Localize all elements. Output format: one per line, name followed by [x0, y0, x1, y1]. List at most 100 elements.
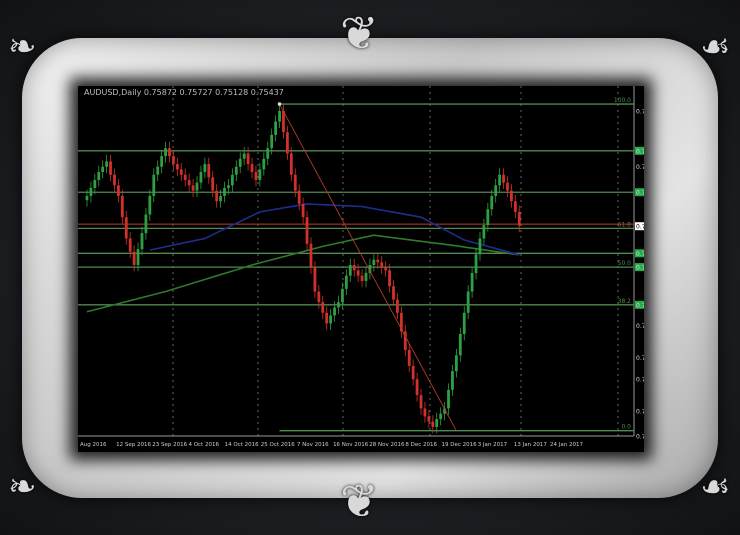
ornament-bottom-left-icon: ❧: [8, 467, 37, 507]
x-tick-label: 12 Sep 2016: [116, 442, 151, 448]
candle-body: [407, 349, 411, 366]
price-tag: [635, 222, 644, 231]
candle: [223, 181, 226, 203]
price-tag: [635, 300, 644, 309]
candle-body: [101, 166, 105, 173]
candle-body: [415, 379, 419, 396]
candle: [270, 128, 274, 155]
candle-body: [443, 408, 446, 414]
candle: [502, 168, 505, 190]
x-tick-label: 16 Nov 2016: [333, 442, 369, 448]
candle: [93, 173, 97, 195]
candle-body: [411, 365, 415, 380]
candle-body: [364, 272, 368, 281]
candle: [230, 168, 234, 192]
candle-body: [136, 249, 140, 265]
candle: [384, 261, 388, 277]
candle: [117, 178, 120, 203]
candle: [333, 301, 336, 322]
y-tick-label: 0.7356: [636, 323, 644, 330]
candle: [368, 258, 372, 280]
y-tick-label: 0.7655: [636, 164, 644, 171]
fib-level-label: 38.2: [618, 298, 632, 305]
candle: [458, 327, 462, 362]
candle-body: [352, 264, 356, 271]
candle-body: [396, 299, 399, 313]
candle: [510, 184, 513, 208]
candle-body: [258, 169, 262, 181]
price-tag: [635, 188, 644, 197]
candle: [254, 165, 258, 187]
x-tick-label: 19 Dec 2016: [442, 442, 478, 448]
y-tick-label: 0.7395: [636, 302, 644, 309]
ornament-top-right-icon: ☙: [700, 27, 731, 67]
y-tick-label: 0.7255: [636, 377, 644, 384]
candle-body: [337, 302, 340, 308]
candle-body: [140, 233, 144, 250]
candle-body: [85, 195, 89, 201]
price-tag: [635, 249, 644, 258]
candle-body: [325, 312, 329, 324]
candle: [160, 149, 164, 174]
candle-body: [168, 148, 171, 157]
candle-body: [175, 164, 179, 170]
ornament-top-icon: ❦: [340, 6, 379, 60]
candle: [352, 258, 356, 277]
candle-body: [317, 291, 321, 303]
candle: [289, 147, 293, 182]
candle-body: [313, 267, 317, 292]
fib-level-label: 50.0: [618, 260, 632, 267]
candle-body: [93, 180, 97, 188]
candle: [278, 104, 281, 128]
candle-body: [506, 182, 509, 191]
candle: [120, 189, 124, 224]
candle-body: [356, 270, 360, 276]
candle: [124, 210, 128, 245]
candle: [325, 306, 329, 330]
candle-body: [89, 187, 93, 196]
candle: [313, 261, 317, 298]
candle: [392, 279, 395, 306]
candle: [175, 157, 179, 176]
candle: [266, 141, 270, 166]
candle-body: [109, 161, 112, 175]
candle-body: [230, 174, 234, 186]
candle-body: [321, 302, 325, 313]
candle-body: [376, 259, 380, 263]
candle: [246, 147, 250, 171]
candle-body: [348, 264, 352, 276]
candle: [419, 388, 423, 415]
candle: [337, 295, 340, 314]
candle-body: [498, 174, 502, 186]
candle: [85, 189, 89, 207]
candle-body: [179, 169, 183, 175]
fib-level-label: 100.0: [614, 97, 631, 104]
candle-body: [219, 195, 222, 202]
candle-body: [144, 214, 148, 234]
candle-body: [447, 389, 450, 409]
y-tick-label: 0.7543: [636, 224, 644, 231]
y-tick-label: 0.7195: [636, 409, 644, 416]
x-tick-label: 3 Jan 2017: [478, 442, 508, 448]
candle-body: [254, 172, 258, 181]
candle: [164, 141, 167, 163]
candle-body: [266, 148, 270, 159]
candle-body: [203, 164, 207, 173]
candle-body: [360, 275, 364, 281]
candle: [482, 218, 486, 245]
candle: [274, 115, 278, 142]
y-tick-label: 0.7492: [636, 251, 644, 258]
candle: [490, 189, 494, 216]
ma-green-line: [86, 234, 520, 313]
candle: [423, 402, 427, 423]
candle: [285, 125, 289, 160]
candle-body: [278, 110, 281, 122]
candle-body: [309, 243, 313, 268]
candle-body: [128, 238, 132, 252]
candle: [470, 266, 474, 298]
candle-body: [482, 225, 486, 239]
candle-body: [301, 203, 305, 218]
candle: [309, 237, 313, 275]
candle-body: [117, 185, 120, 196]
candle: [113, 168, 116, 192]
